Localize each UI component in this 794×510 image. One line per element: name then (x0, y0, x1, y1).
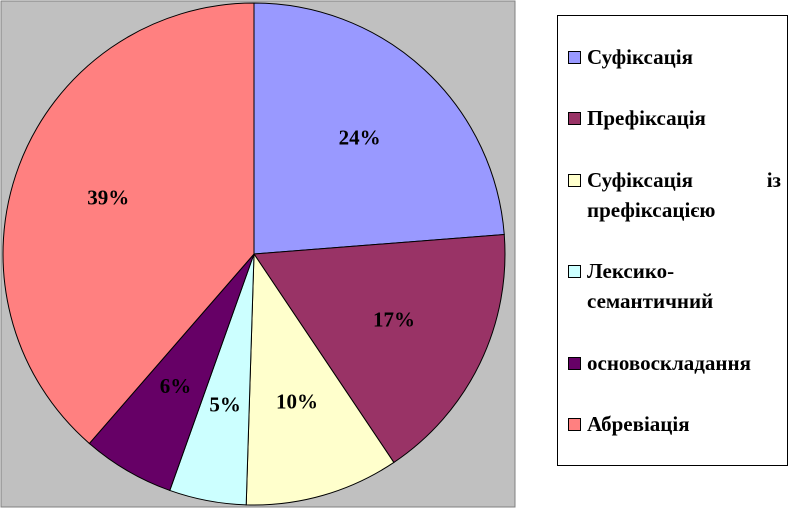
pie-slice (253, 233, 506, 464)
pie-slice (245, 252, 395, 506)
data-label: 17% (373, 308, 415, 332)
data-label: 6% (160, 374, 192, 398)
legend: Суфіксація Префіксація Суфіксація із префі… (557, 15, 788, 466)
legend-swatch (568, 356, 581, 370)
legend-item: Абревіація (568, 409, 781, 439)
legend-label: Суфіксація із префіксацією (587, 167, 781, 222)
legend-swatch (568, 112, 581, 126)
data-label: 24% (339, 126, 381, 150)
legend-swatch (568, 265, 581, 279)
legend-label: основоскладання (587, 350, 751, 375)
legend-label: Префіксація (587, 106, 706, 131)
legend-item: Суфіксація із префіксацією (568, 165, 781, 225)
legend-item: Префіксація (568, 103, 781, 133)
chart: 24% 17% 10% 5% 6% 39% (0, 0, 516, 508)
data-label: 5% (209, 393, 241, 417)
legend-swatch (568, 173, 581, 187)
pie-slice (2, 2, 255, 445)
pie-slice (253, 2, 505, 255)
data-label: 10% (276, 389, 318, 413)
legend-item: основоскладання (568, 348, 781, 378)
legend-swatch (568, 418, 581, 432)
data-label: 39% (87, 185, 129, 209)
legend-item: Суфіксація (568, 42, 781, 72)
legend-swatch (568, 50, 581, 64)
legend-label: Суфіксація (587, 44, 693, 69)
legend-item: Лексико-семантичний (568, 256, 781, 316)
legend-label: Лексико-семантичний (587, 259, 714, 314)
legend-label: Абревіація (587, 412, 690, 437)
